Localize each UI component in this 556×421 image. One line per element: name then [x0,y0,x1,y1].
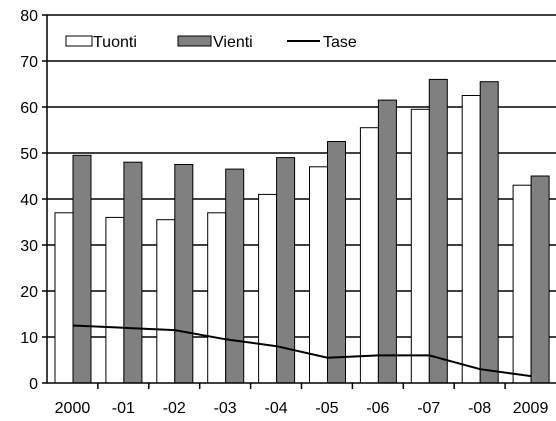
x-tick-label-1: -01 [112,400,135,417]
y-tick-label-80: 80 [20,8,38,25]
bar-vienti-7 [428,78,448,384]
legend: Tuonti Vienti Tase [65,34,357,51]
bar-tuonti-4 [258,193,278,384]
y-tick-label-20: 20 [20,284,38,301]
legend-label-vienti: Vienti [213,34,253,51]
bar-vienti-9 [530,175,550,384]
x-tick-label-9: 2009 [513,400,549,417]
bar-tuonti-2 [156,219,176,384]
x-tick-label-8: -08 [468,400,491,417]
bar-tuonti-1 [105,216,125,384]
balance-line [72,324,532,378]
bar-tuonti-3 [207,212,227,384]
legend-label-tase: Tase [323,34,357,51]
bar-vienti-6 [377,99,397,384]
x-tick-label-7: -07 [417,400,440,417]
y-tick-label-60: 60 [20,100,38,117]
x-tick-label-6: -06 [366,400,389,417]
y-tick-label-0: 0 [29,376,38,393]
x-tick-label-0: 2000 [55,400,91,417]
legend-swatch-tuonti [65,35,93,47]
axes: 0 10 20 30 40 50 60 70 80 2000 -01 -02 -03 -04 -05 -06 -… [20,8,556,417]
y-tick-label-50: 50 [20,146,38,163]
bar-tuonti-5 [309,166,328,384]
bar-tuonti-6 [359,127,379,384]
bar-vienti-1 [123,161,143,384]
legend-swatch-vienti [177,35,212,47]
bar-tuonti-8 [461,95,481,384]
bar-tuonti-0 [54,212,74,384]
y-tick-label-70: 70 [20,54,38,71]
y-tick-label-30: 30 [20,238,38,255]
bar-vienti-2 [174,164,194,384]
bar-vienti-8 [479,81,499,384]
bar-tuonti-7 [410,108,430,384]
y-tick-label-40: 40 [20,192,38,209]
line-tase [72,324,532,378]
bar-vienti-5 [327,141,346,384]
legend-label-tuonti: Tuonti [93,34,137,51]
x-tick-label-5: -05 [315,400,338,417]
x-tick-label-3: -03 [214,400,237,417]
x-tick-label-2: -02 [163,400,186,417]
y-tick-label-10: 10 [20,330,38,347]
bar-vienti-3 [225,168,245,384]
x-tick-label-4: -04 [264,400,287,417]
bar-vienti-0 [72,154,92,384]
bar-tuonti-9 [512,184,532,384]
